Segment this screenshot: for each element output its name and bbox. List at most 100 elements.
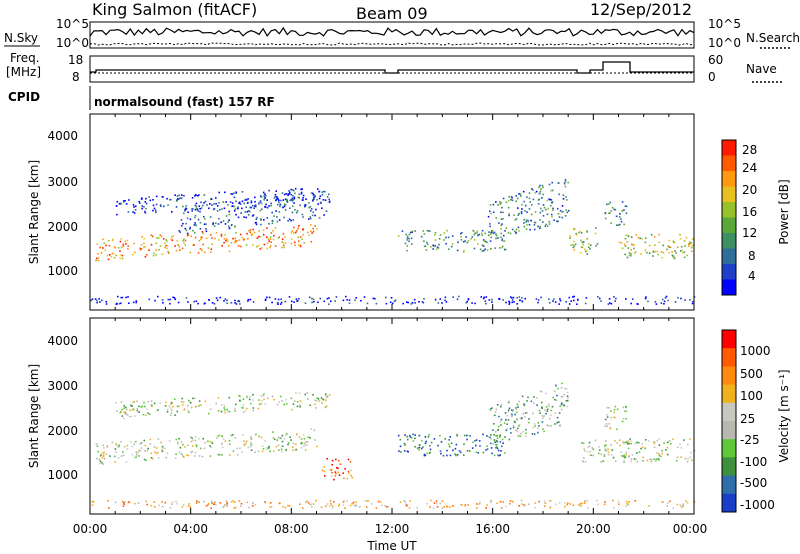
power-cell <box>116 200 119 203</box>
velocity-cell <box>496 434 498 437</box>
velocity-cell <box>444 438 447 440</box>
power-cell <box>507 206 510 209</box>
velocity-cell <box>92 500 95 503</box>
velocity-cell <box>663 442 665 444</box>
velocity-cell <box>126 444 129 447</box>
velocity-cell <box>324 505 327 507</box>
power-cell <box>639 237 641 240</box>
velocity-cell <box>243 444 246 447</box>
velocity-cell <box>102 455 105 458</box>
power-cell <box>516 303 518 305</box>
power-cell <box>271 222 274 225</box>
power-cell <box>119 302 122 305</box>
power-cell <box>478 233 481 236</box>
power-cell <box>272 238 275 241</box>
power-cell <box>196 208 199 211</box>
velocity-cell <box>111 441 114 444</box>
velocity-cb-25: 25 <box>740 412 755 426</box>
power-cell <box>169 298 171 301</box>
velocity-cell <box>466 450 469 452</box>
power-colorbar <box>721 139 737 296</box>
velocity-cell <box>169 506 172 509</box>
power-cell <box>539 192 541 195</box>
power-cell <box>546 199 549 202</box>
power-cell <box>515 200 517 203</box>
velocity-cell <box>351 476 354 479</box>
velocity-cell <box>614 460 617 462</box>
power-cell <box>627 235 630 238</box>
velocity-cell <box>596 499 598 502</box>
power-cell <box>185 229 188 232</box>
velocity-cell <box>658 454 661 457</box>
power-cell <box>446 229 448 232</box>
nave-tick-high: 60 <box>708 53 723 67</box>
power-cell <box>153 207 156 210</box>
velocity-cell <box>246 407 248 410</box>
power-cell <box>513 301 515 303</box>
velocity-cell <box>409 435 411 437</box>
power-cell <box>171 211 173 213</box>
power-cell <box>437 302 440 304</box>
power-cell <box>220 235 223 238</box>
power-cell <box>654 244 656 246</box>
power-cell <box>411 243 413 245</box>
velocity-cell <box>101 461 103 464</box>
power-cell <box>143 206 145 208</box>
velocity-cell <box>97 450 99 453</box>
velocity-cell <box>524 412 527 414</box>
velocity-cell <box>203 447 206 450</box>
power-cell <box>143 237 145 240</box>
velocity-cell <box>504 452 506 454</box>
velocity-cell <box>412 433 414 436</box>
power-cell <box>281 241 283 243</box>
power-cell <box>482 239 485 241</box>
power-cell <box>135 301 137 304</box>
velocity-cell <box>136 409 139 412</box>
velocity-cell <box>307 436 310 438</box>
power-cell <box>273 234 275 237</box>
velocity-cell <box>221 435 224 438</box>
power-cell <box>226 240 229 242</box>
velocity-cell <box>138 405 140 408</box>
power-cell <box>550 213 553 216</box>
power-cell <box>500 236 502 239</box>
velocity-cell <box>446 506 449 508</box>
power-cell <box>141 205 143 207</box>
power-cell <box>282 233 285 235</box>
velocity-cell <box>446 449 448 452</box>
velocity-cell <box>404 434 406 436</box>
velocity-cell <box>320 397 323 399</box>
velocity-cell <box>124 413 127 416</box>
velocity-cell <box>666 453 669 456</box>
power-cell <box>228 250 231 253</box>
power-cell <box>620 242 623 244</box>
velocity-cell <box>486 435 488 437</box>
velocity-cell <box>264 440 266 442</box>
velocity-cell <box>588 445 591 448</box>
power-cell <box>562 198 565 200</box>
velocity-cell <box>588 441 591 444</box>
velocity-cell <box>205 505 208 507</box>
velocity-cell <box>496 440 498 443</box>
velocity-cell <box>115 402 117 404</box>
velocity-cell <box>546 410 549 412</box>
velocity-cell <box>600 461 602 463</box>
velocity-cell <box>511 409 513 411</box>
velocity-cell <box>672 507 675 510</box>
velocity-cell <box>541 421 544 423</box>
power-cell <box>265 195 267 197</box>
power-cell <box>205 237 208 239</box>
power-cell <box>545 223 547 226</box>
power-cell <box>479 248 482 251</box>
velocity-cell <box>560 403 563 406</box>
velocity-cell <box>507 411 510 413</box>
velocity-cell <box>525 428 527 431</box>
power-cell <box>464 240 466 242</box>
velocity-cell <box>246 396 249 399</box>
power-colorbar-segment <box>722 217 736 234</box>
velocity-cell <box>310 428 312 430</box>
velocity-cell <box>618 503 620 505</box>
power-cell <box>537 203 540 205</box>
velocity-cell <box>507 419 510 421</box>
power-cell <box>310 192 313 194</box>
